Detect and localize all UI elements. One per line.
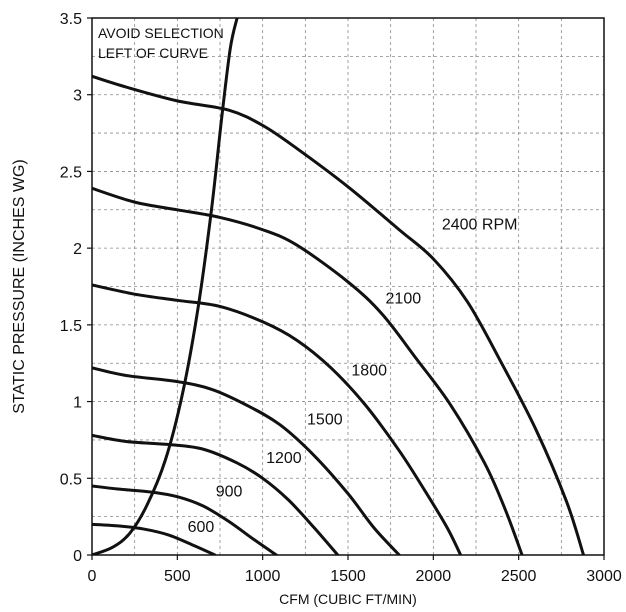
rpm-curve-4 (92, 433, 340, 555)
y-tick-label: 2.5 (60, 164, 82, 181)
series-label: 1200 (266, 450, 302, 467)
series-label: 1500 (307, 412, 343, 429)
annotation-line-2: LEFT OF CURVE (98, 45, 208, 61)
series-label-layer: 2400 RPM 2100 1800 1500 1200 900 600 (188, 217, 518, 536)
annotation-line-1: AVOID SELECTION (98, 25, 224, 41)
selection-limit-curve (92, 18, 239, 555)
rpm-curve-1 (92, 186, 524, 555)
x-tick-label: 0 (88, 568, 97, 585)
x-tick-label: 500 (164, 568, 191, 585)
series-label: 2400 RPM (442, 217, 518, 234)
x-tick-label: 2500 (501, 568, 537, 585)
series-layer (92, 18, 586, 555)
rpm-curve-2 (92, 283, 463, 555)
series-label: 600 (188, 519, 215, 536)
y-tick-label: 1 (73, 395, 82, 412)
y-tick-label: 3.5 (60, 11, 82, 28)
rpm-curve-6 (92, 522, 217, 555)
series-label: 900 (216, 484, 243, 501)
rpm-curve-5 (92, 484, 278, 555)
x-axis-label: CFM (CUBIC FT/MIN) (279, 591, 417, 607)
y-tick-label: 1.5 (60, 318, 82, 335)
y-tick-label: 3 (73, 88, 82, 105)
y-axis-label: STATIC PRESSURE (INCHES WG) (11, 159, 28, 414)
x-tick-label: 1500 (330, 568, 366, 585)
x-axis-ticks: 0 500 1000 1500 2000 2500 3000 (88, 555, 622, 585)
y-tick-label: 0 (73, 548, 82, 565)
rpm-curve-3 (92, 366, 401, 555)
series-label: 2100 (386, 290, 422, 307)
y-tick-label: 0.5 (60, 471, 82, 488)
x-tick-label: 1000 (245, 568, 281, 585)
y-axis-ticks: 0 0.5 1 1.5 2 2.5 3 3.5 (60, 11, 92, 565)
y-tick-label: 2 (73, 241, 82, 258)
series-label: 1800 (351, 362, 387, 379)
rpm-curve-0 (92, 74, 586, 555)
x-tick-label: 3000 (586, 568, 622, 585)
x-tick-label: 2000 (416, 568, 452, 585)
